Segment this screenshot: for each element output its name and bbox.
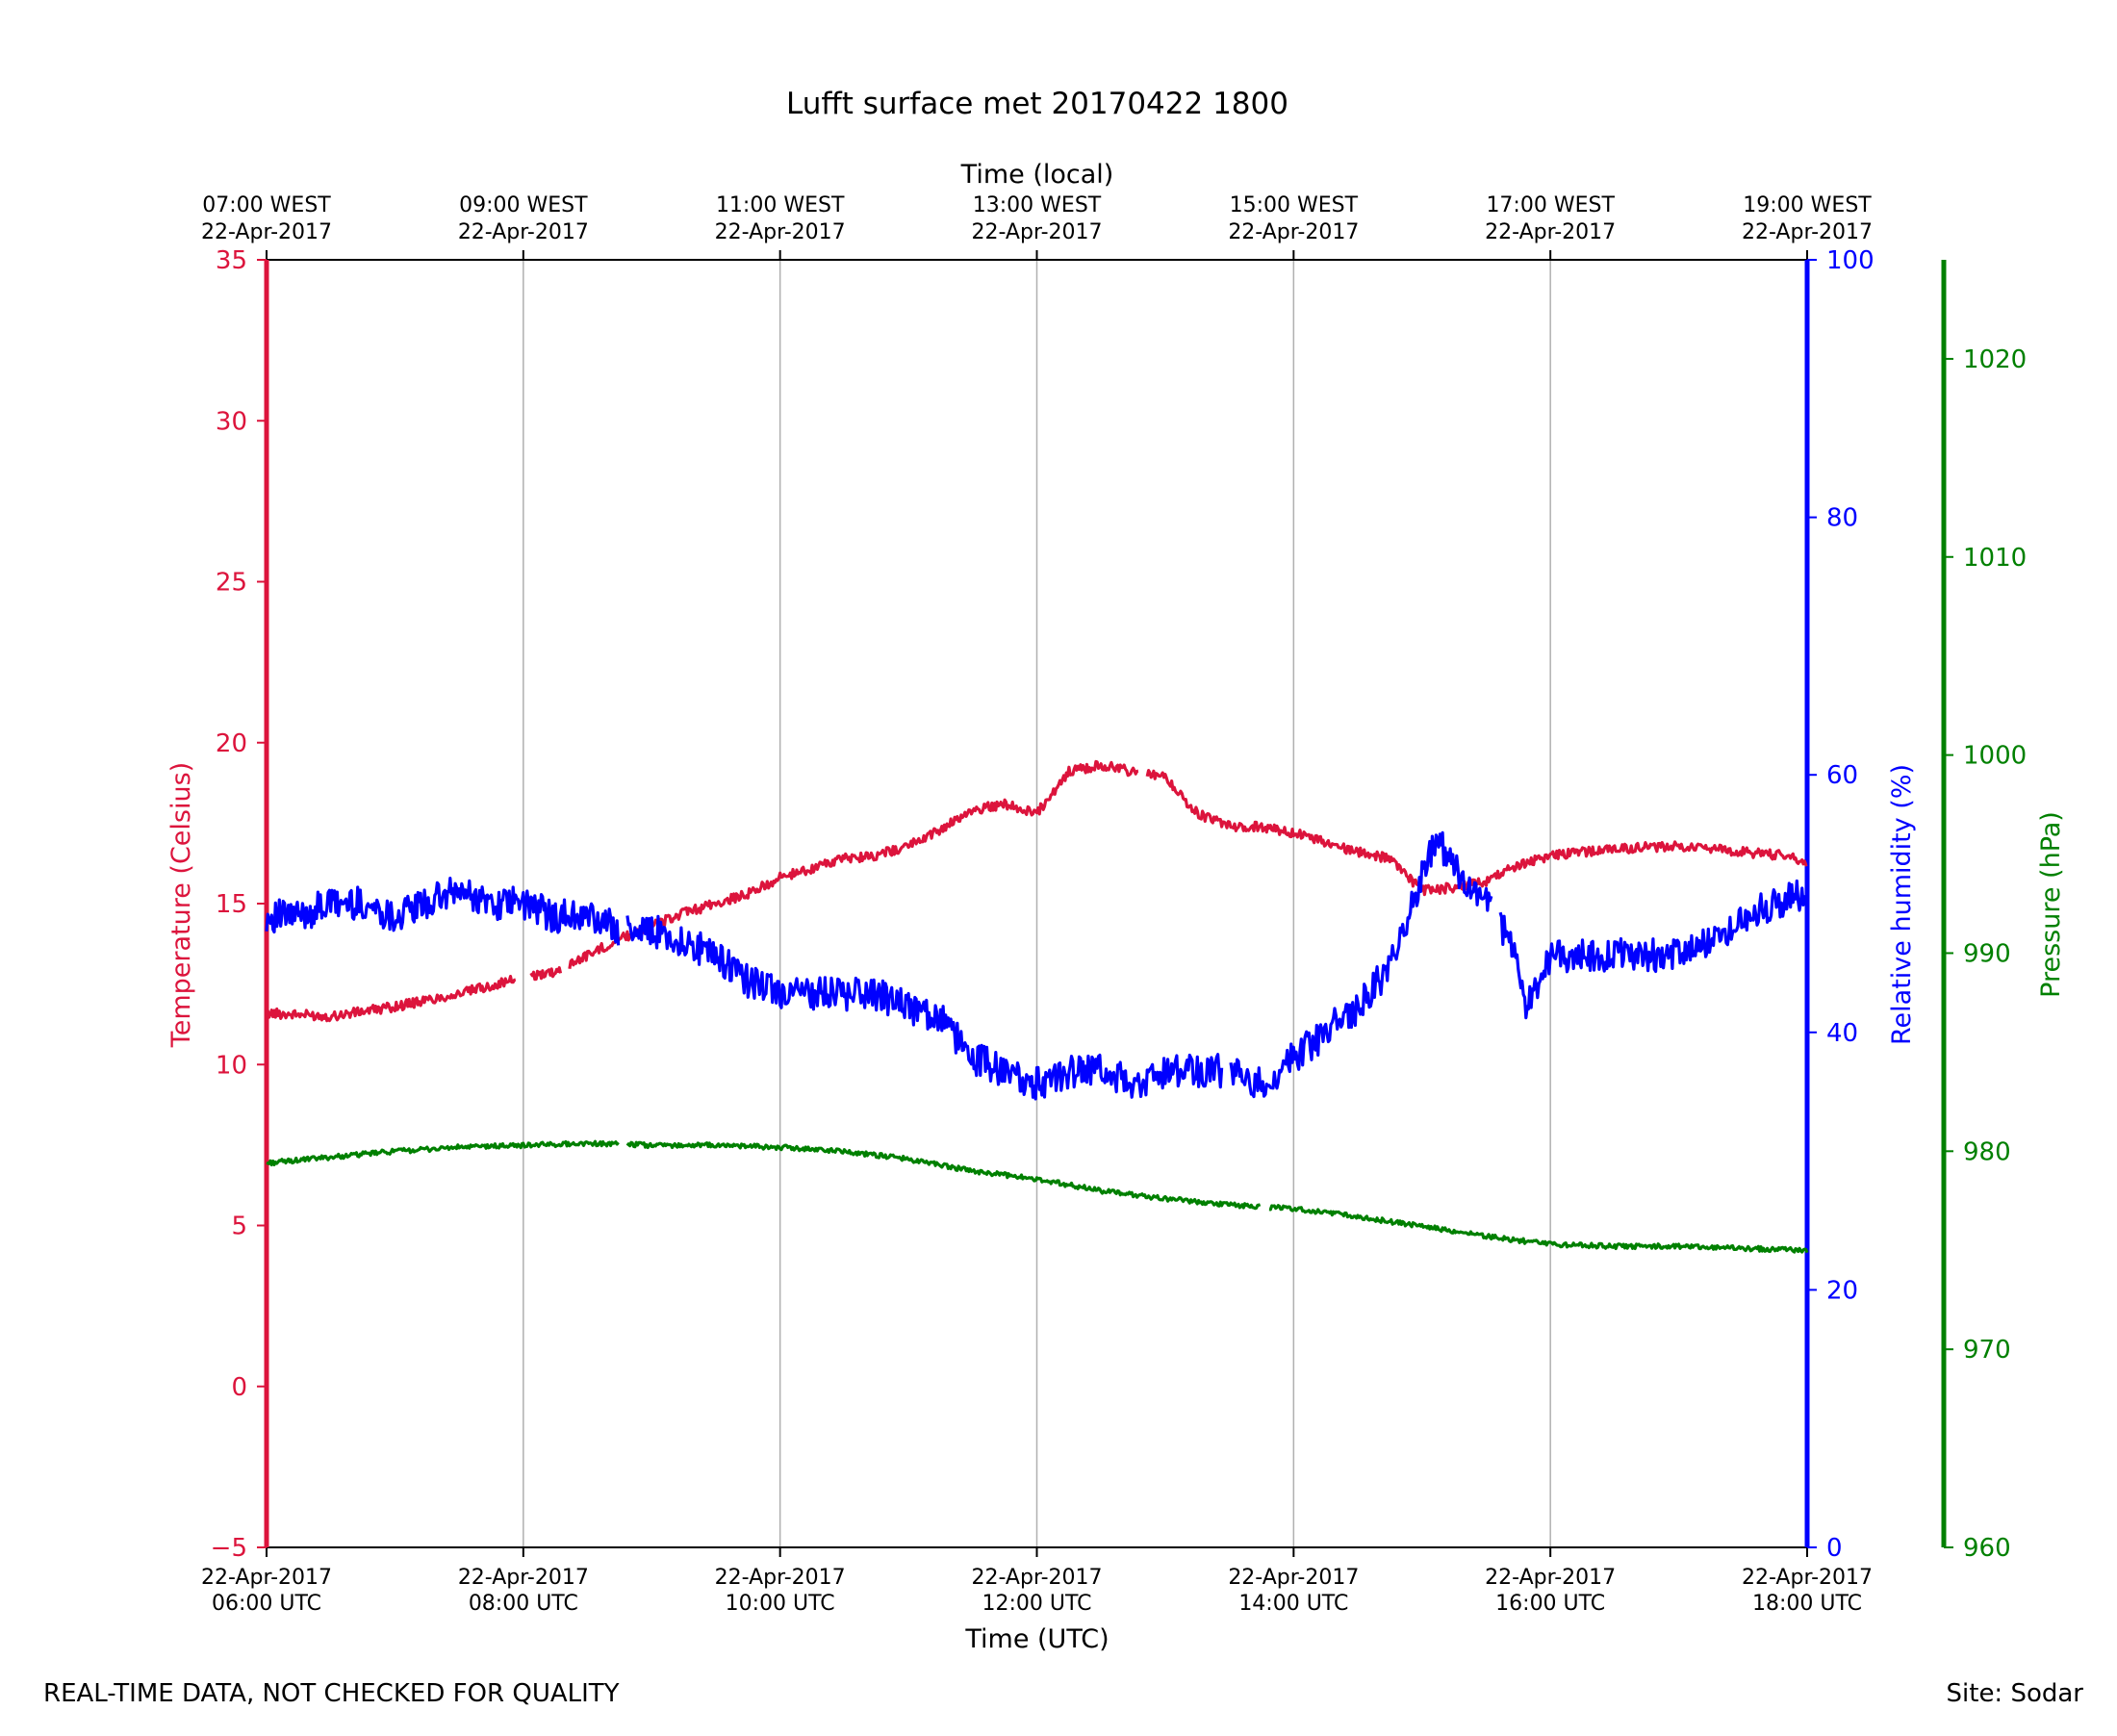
pres-tick-label: 1010 (1963, 544, 2027, 573)
rh-tick-label: 100 (1826, 246, 1875, 275)
pres-tick-label: 960 (1963, 1534, 2011, 1563)
top-tick-label: 22-Apr-2017 (971, 220, 1102, 244)
humidity-axis-label: Relative humidity (%) (1887, 764, 1917, 1045)
pres-tick-label: 1000 (1963, 742, 2027, 771)
temp-tick-label: 10 (216, 1051, 247, 1080)
temp-tick-label: 15 (216, 890, 247, 919)
x-tick-label: 06:00 UTC (212, 1592, 321, 1616)
bottom-axis-label: Time (UTC) (964, 1624, 1109, 1654)
rh-tick-label: 80 (1826, 504, 1858, 533)
x-tick-label: 22-Apr-2017 (1228, 1566, 1359, 1590)
x-tick-label: 22-Apr-2017 (201, 1566, 332, 1590)
top-tick-label: 15:00 WEST (1230, 193, 1359, 217)
x-tick-label: 18:00 UTC (1752, 1592, 1862, 1616)
temp-tick-label: 35 (216, 246, 247, 275)
temp-series-line (265, 759, 1808, 1023)
x-tick-label: 16:00 UTC (1495, 1592, 1605, 1616)
x-tick-label: 14:00 UTC (1238, 1592, 1348, 1616)
x-tick-label: 22-Apr-2017 (1742, 1566, 1873, 1590)
temp-tick-label: 20 (216, 729, 247, 758)
pres-tick-label: 970 (1963, 1336, 2011, 1365)
top-tick-label: 07:00 WEST (202, 193, 331, 217)
x-tick-label: 22-Apr-2017 (458, 1566, 589, 1590)
x-tick-label: 22-Apr-2017 (1485, 1566, 1616, 1590)
top-tick-label: 22-Apr-2017 (458, 220, 589, 244)
temp-tick-label: −5 (211, 1534, 247, 1563)
rh-tick-label: 60 (1826, 761, 1858, 790)
rh-tick-label: 0 (1826, 1534, 1843, 1563)
x-tick-label: 08:00 UTC (469, 1592, 578, 1616)
chart-title: Lufft surface met 20170422 1800 (786, 87, 1288, 121)
footer-right-note: Site: Sodar (1947, 1679, 2084, 1708)
top-tick-label: 17:00 WEST (1486, 193, 1615, 217)
rh-tick-label: 20 (1826, 1276, 1858, 1305)
top-tick-label: 22-Apr-2017 (201, 220, 332, 244)
top-tick-label: 22-Apr-2017 (1742, 220, 1873, 244)
top-tick-label: 19:00 WEST (1743, 193, 1872, 217)
top-tick-label: 11:00 WEST (716, 193, 845, 217)
top-tick-label: 13:00 WEST (973, 193, 1102, 217)
x-tick-label: 22-Apr-2017 (715, 1566, 846, 1590)
rh-series-line (265, 830, 1809, 1101)
temperature-axis-label: Temperature (Celsius) (166, 762, 196, 1048)
top-tick-label: 09:00 WEST (459, 193, 588, 217)
rh-tick-label: 40 (1826, 1019, 1858, 1048)
pres-tick-label: 1020 (1963, 345, 2027, 374)
temp-tick-label: 25 (216, 569, 247, 598)
pres-tick-label: 980 (1963, 1137, 2011, 1166)
x-tick-label: 10:00 UTC (726, 1592, 835, 1616)
temp-tick-label: 0 (231, 1373, 247, 1402)
top-tick-label: 22-Apr-2017 (1485, 220, 1616, 244)
footer-left-note: REAL-TIME DATA, NOT CHECKED FOR QUALITY (43, 1679, 620, 1708)
top-tick-label: 22-Apr-2017 (1228, 220, 1359, 244)
x-tick-label: 12:00 UTC (982, 1592, 1091, 1616)
pres-tick-label: 990 (1963, 939, 2011, 968)
pres-series-line (266, 1139, 1809, 1254)
x-tick-label: 22-Apr-2017 (971, 1566, 1102, 1590)
temp-tick-label: 30 (216, 407, 247, 436)
pressure-axis-label: Pressure (hPa) (2036, 811, 2066, 998)
top-tick-label: 22-Apr-2017 (715, 220, 846, 244)
temp-tick-label: 5 (231, 1213, 247, 1241)
top-axis-label: Time (local) (960, 160, 1114, 190)
